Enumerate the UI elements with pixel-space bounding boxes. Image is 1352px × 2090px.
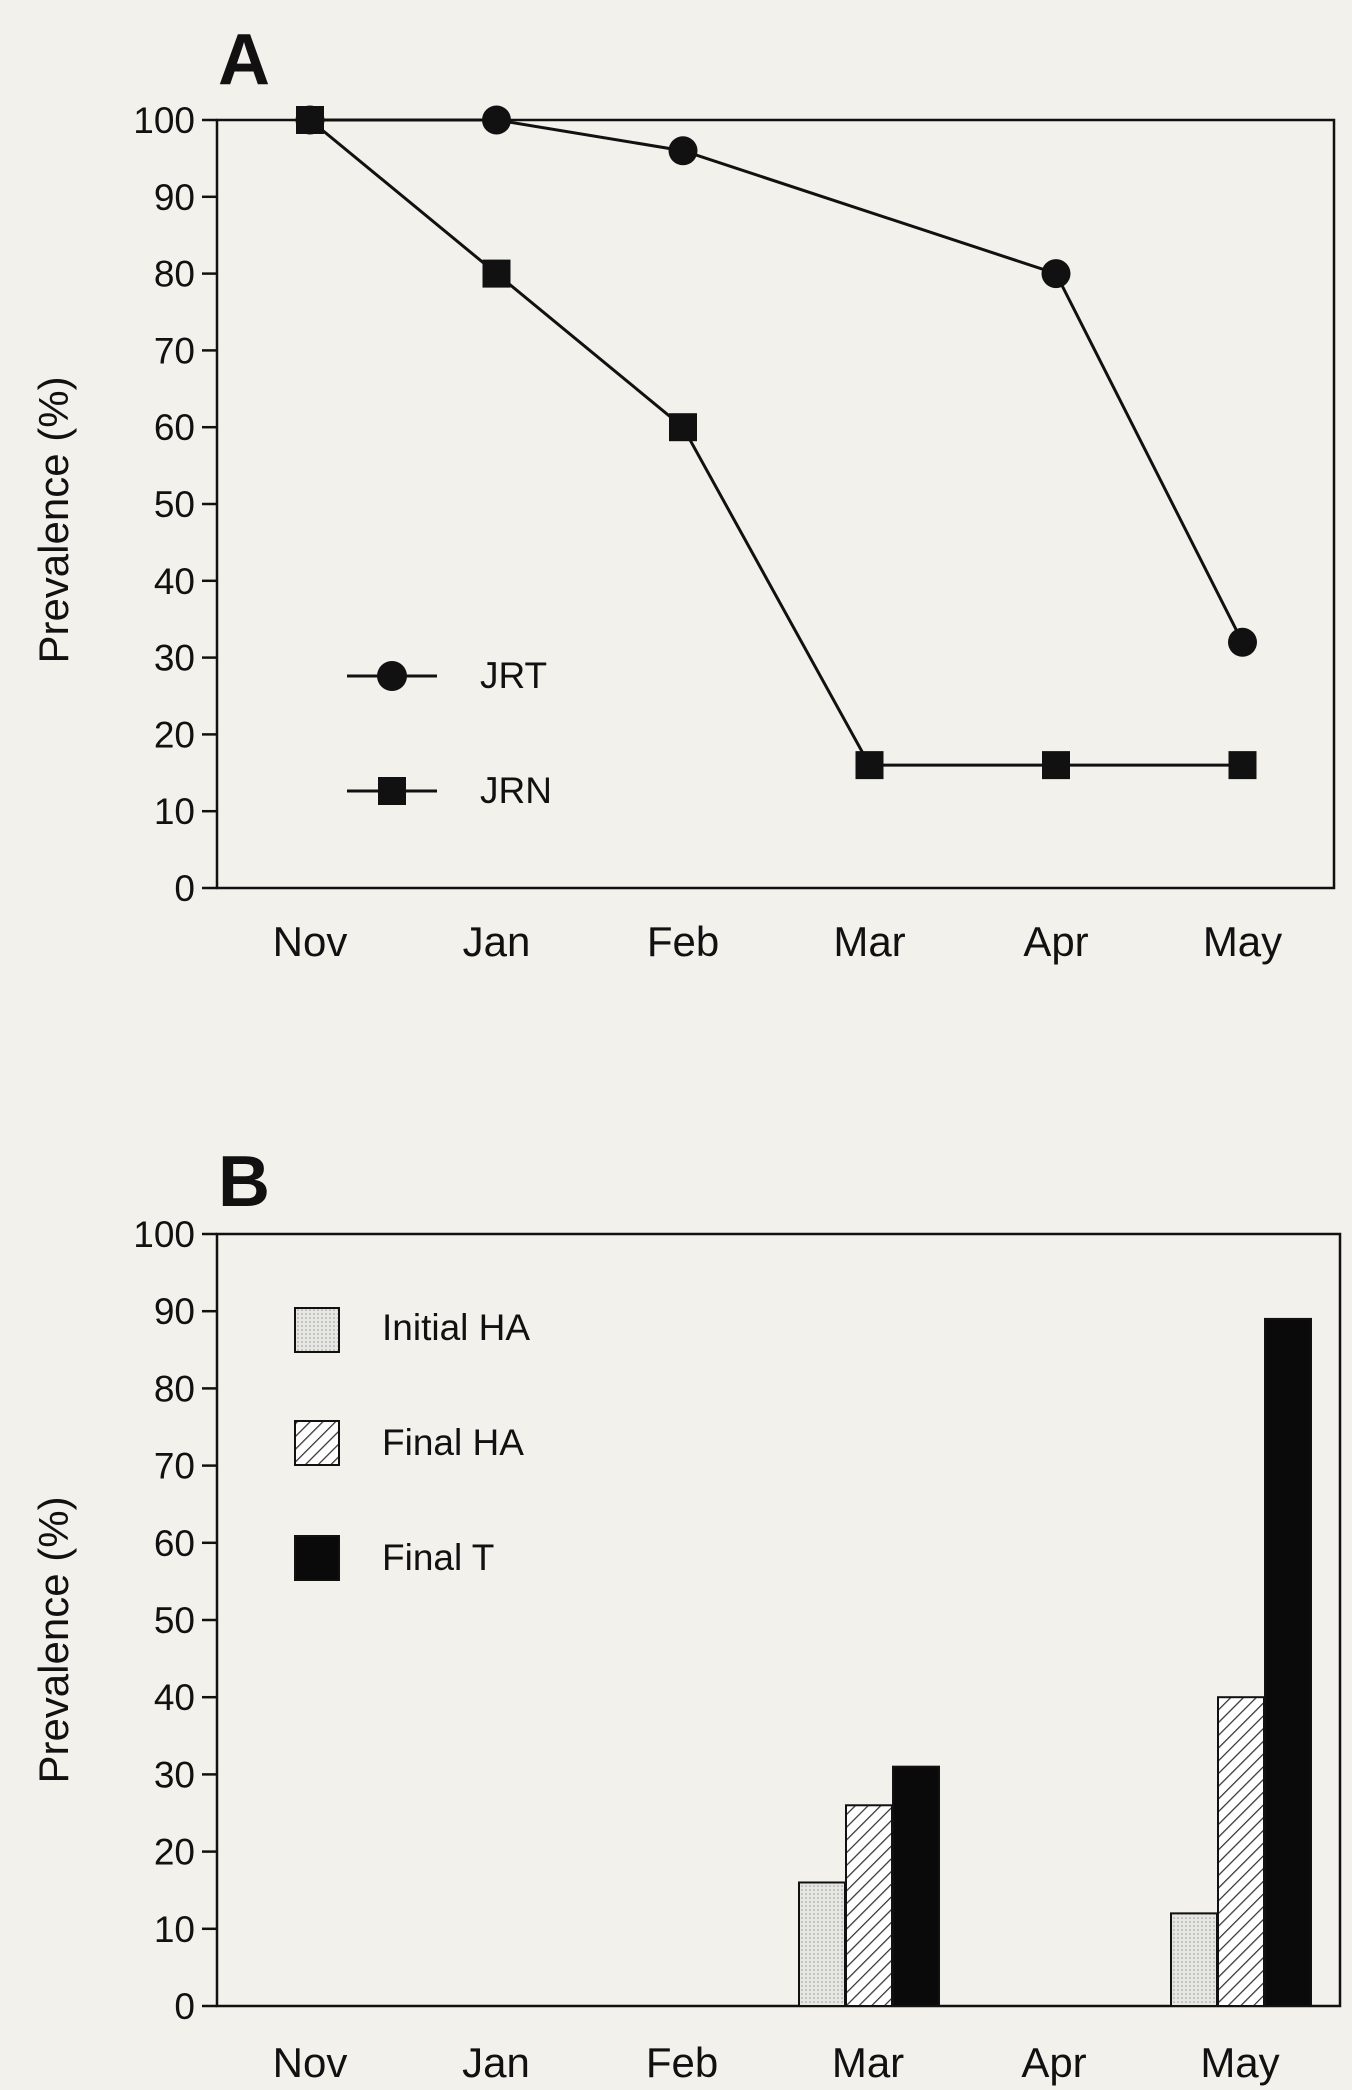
panel-a-label: A <box>218 20 270 100</box>
x-tick-label: May <box>1200 2039 1279 2086</box>
y-tick-label: 80 <box>154 1368 195 1409</box>
panel-b-y-axis-label: Prevalence (%) <box>30 1496 77 1783</box>
panel-b-plot-frame <box>215 1232 1342 2008</box>
bar-initial-ha-may <box>1170 1912 1218 2007</box>
bar-final-t-may <box>1264 1317 1312 2008</box>
y-tick-label: 0 <box>174 1986 195 2027</box>
series-line-jrt <box>310 118 1244 643</box>
legend-item-jrn: JRN <box>347 770 552 811</box>
legend-label-initial-ha: Initial HA <box>382 1307 530 1348</box>
panel-a-legend: JRT JRN <box>347 655 552 811</box>
panel-b-label: B <box>218 1142 270 1222</box>
panel-b-bars <box>798 1317 1312 2008</box>
x-tick-label: Mar <box>833 918 905 965</box>
y-tick-label: 10 <box>154 1909 195 1950</box>
x-tick-label: Mar <box>832 2039 904 2086</box>
x-tick-label: Jan <box>462 2039 530 2086</box>
panel-b-y-ticks: 0 10 20 30 40 50 60 70 80 90 100 <box>133 1214 217 2027</box>
panel-a-x-tick-labels: Nov Jan Feb Mar Apr May <box>273 918 1283 965</box>
series-line-jrn <box>309 118 1243 767</box>
x-tick-label: Apr <box>1021 2039 1086 2086</box>
data-point-jrt <box>1041 259 1071 289</box>
y-tick-label: 50 <box>154 1600 195 1641</box>
legend-square-marker-icon <box>378 777 406 805</box>
x-tick-label: Feb <box>646 2039 718 2086</box>
legend-final-t-swatch-icon <box>294 1535 340 1581</box>
panel-b-x-tick-labels: Nov Jan Feb Mar Apr May <box>273 2039 1280 2086</box>
y-tick-label: 60 <box>154 1523 195 1564</box>
data-point-jrn <box>669 413 697 442</box>
y-tick-label: 90 <box>154 177 195 218</box>
panel-b-bar-chart: B Prevalence (%) 0102030405060708090100 … <box>30 1142 1342 2086</box>
legend-item-final-ha: Final HA <box>294 1420 524 1466</box>
y-tick-label: 30 <box>154 638 195 679</box>
x-tick-label: Apr <box>1023 918 1088 965</box>
legend-initial-ha-swatch-icon <box>294 1307 340 1353</box>
data-point-jrn <box>855 751 884 780</box>
data-point-jrn <box>482 259 511 288</box>
y-tick-label: 100 <box>133 100 195 141</box>
legend-item-initial-ha: Initial HA <box>294 1307 530 1353</box>
bar-initial-ha-mar <box>798 1881 846 2007</box>
x-tick-label: Jan <box>463 918 531 965</box>
bar-final-ha-may <box>1217 1696 1265 2007</box>
y-tick-label: 20 <box>154 1832 195 1873</box>
panel-a-series-lines <box>309 118 1244 767</box>
y-tick-label: 70 <box>154 1446 195 1487</box>
x-tick-label: Nov <box>273 2039 348 2086</box>
data-point-jrn <box>296 106 324 134</box>
data-point-jrn <box>1228 751 1257 780</box>
y-tick-label: 70 <box>154 330 195 371</box>
y-tick-label: 40 <box>154 561 195 602</box>
panel-b-legend: Initial HA Final HA Final T <box>294 1307 530 1581</box>
data-point-jrn <box>1042 751 1070 780</box>
panel-a-line-chart: A Prevalence (%) 0102030405060708090100 … <box>30 20 1336 965</box>
y-tick-label: 40 <box>154 1677 195 1718</box>
y-tick-label: 90 <box>154 1291 195 1332</box>
x-tick-label: Nov <box>273 918 348 965</box>
panel-a-markers <box>295 105 1257 780</box>
y-tick-label: 60 <box>154 407 195 448</box>
bar-final-t-mar <box>892 1765 940 2008</box>
legend-circle-marker-icon <box>377 661 407 691</box>
legend-item-jrt: JRT <box>347 655 547 696</box>
panel-a-plot-frame <box>215 118 1336 890</box>
legend-label-final-t: Final T <box>382 1537 494 1578</box>
bar-final-ha-mar <box>845 1804 893 2008</box>
data-point-jrt <box>668 136 698 166</box>
legend-label-jrt: JRT <box>480 655 547 696</box>
legend-label-final-ha: Final HA <box>382 1422 524 1463</box>
data-point-jrt <box>482 105 511 135</box>
y-tick-label: 0 <box>174 868 195 909</box>
panel-a-y-axis-label: Prevalence (%) <box>30 376 77 663</box>
data-point-jrt <box>1228 627 1257 657</box>
y-tick-label: 30 <box>154 1754 195 1795</box>
panel-a-y-ticks: 0 10 20 30 40 50 60 70 80 90 100 <box>133 100 217 909</box>
y-tick-label: 10 <box>154 791 195 832</box>
x-tick-label: May <box>1203 918 1282 965</box>
legend-label-jrn: JRN <box>480 770 552 811</box>
legend-item-final-t: Final T <box>294 1535 494 1581</box>
x-tick-label: Feb <box>647 918 719 965</box>
y-tick-label: 80 <box>154 254 195 295</box>
y-tick-label: 20 <box>154 714 195 755</box>
y-tick-label: 50 <box>154 484 195 525</box>
legend-final-ha-swatch-icon <box>294 1420 340 1466</box>
y-tick-label: 100 <box>133 1214 195 1255</box>
